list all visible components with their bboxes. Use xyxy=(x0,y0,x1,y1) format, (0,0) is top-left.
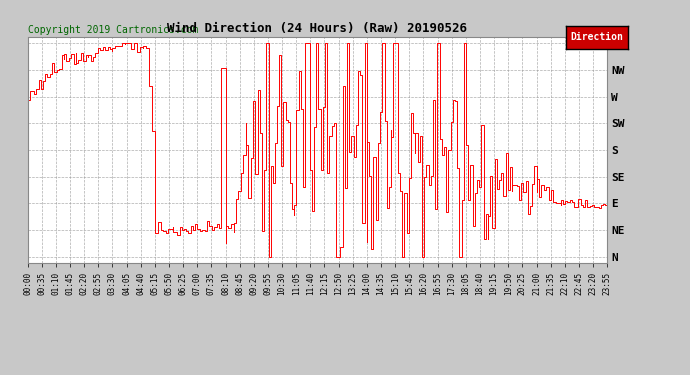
Text: Copyright 2019 Cartronics.com: Copyright 2019 Cartronics.com xyxy=(28,25,198,35)
Title: Wind Direction (24 Hours) (Raw) 20190526: Wind Direction (24 Hours) (Raw) 20190526 xyxy=(168,22,467,35)
Text: Direction: Direction xyxy=(571,33,623,42)
